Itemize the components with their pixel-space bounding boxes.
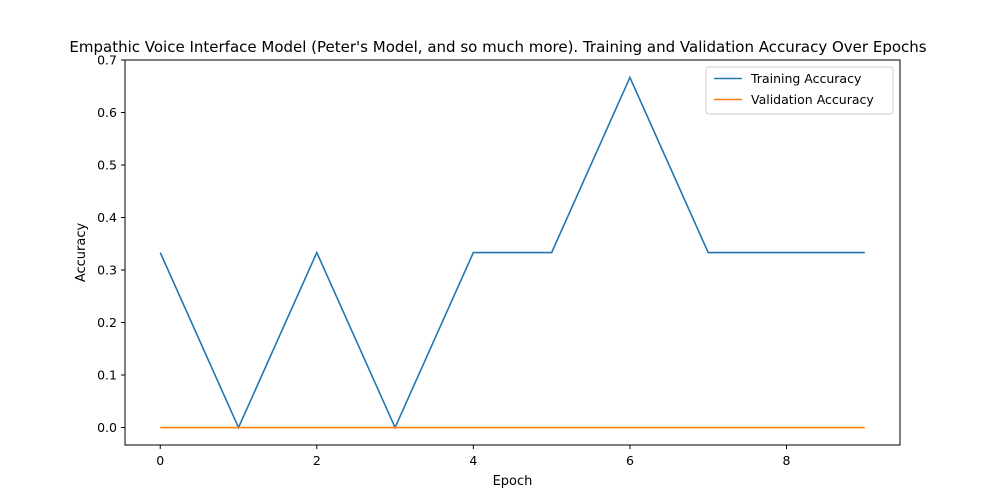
y-tick-label: 0.0 <box>97 420 117 435</box>
legend-box <box>705 66 894 115</box>
legend-label: Validation Accuracy <box>751 92 874 107</box>
y-tick-label: 0.1 <box>97 368 117 383</box>
y-tick-label: 0.5 <box>97 158 117 173</box>
series-lines <box>159 75 865 430</box>
legend-label: Training Accuracy <box>750 71 862 86</box>
chart-title: Empathic Voice Interface Model (Peter's … <box>69 38 926 56</box>
x-tick-label: 4 <box>469 453 477 468</box>
plot-area-frame <box>124 59 901 446</box>
y-tick-label: 0.6 <box>97 105 117 120</box>
series-line-training-accuracy <box>159 75 865 430</box>
axis-ticks: 0 2 4 6 8 0.0 0.1 0.2 0.3 0.4 0.5 0.6 0.7 <box>97 53 790 469</box>
y-tick-label: 0.4 <box>97 210 117 225</box>
y-tick-label: 0.2 <box>97 315 117 330</box>
x-axis-label: Epoch <box>493 474 533 489</box>
x-tick-label: 0 <box>156 453 164 468</box>
y-tick-label: 0.3 <box>97 263 117 278</box>
y-tick-label: 0.7 <box>97 53 117 68</box>
x-tick-label: 8 <box>783 453 791 468</box>
x-tick-label: 6 <box>626 453 634 468</box>
legend: Training Accuracy Validation Accuracy <box>705 66 894 115</box>
y-axis-label: Accuracy <box>74 223 89 283</box>
x-tick-label: 2 <box>313 453 321 468</box>
